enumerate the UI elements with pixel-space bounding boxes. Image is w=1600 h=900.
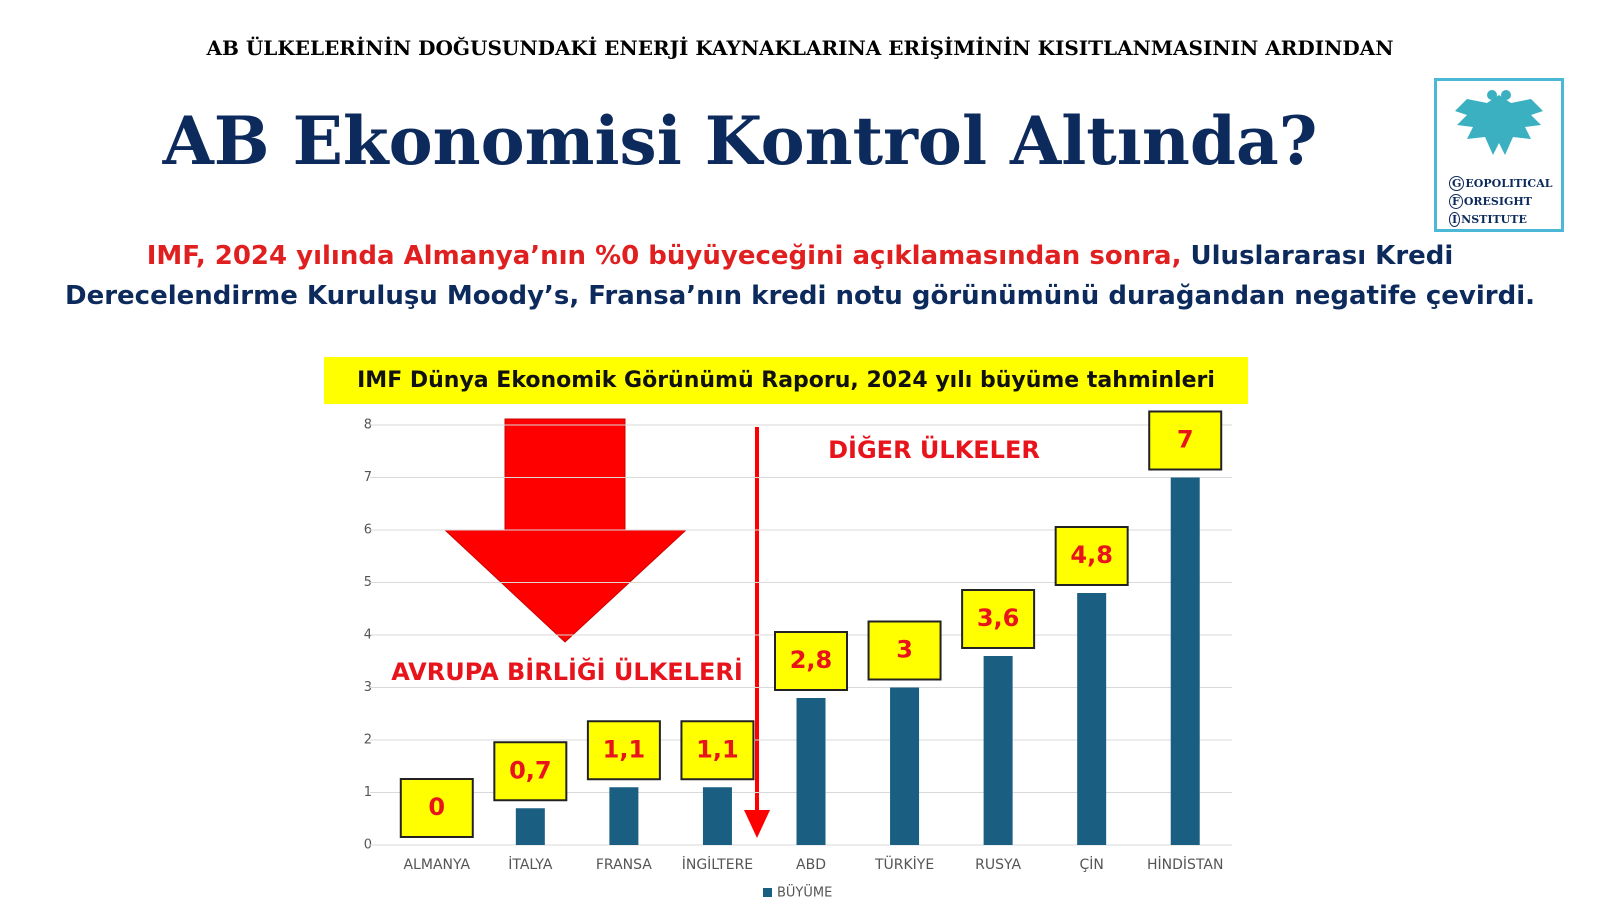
- value-label: 3,6: [977, 604, 1020, 632]
- y-tick-label: 4: [364, 628, 372, 643]
- eagle: [1455, 95, 1543, 155]
- kicker: AB ÜLKELERİNİN DOĞUSUNDAKİ ENERJİ KAYNAK…: [206, 36, 1394, 60]
- value-label: 2,8: [790, 646, 833, 674]
- y-tick-label: 5: [364, 575, 372, 590]
- bar: [983, 656, 1013, 845]
- value-label: 4,8: [1070, 541, 1113, 569]
- y-tick-label: 6: [364, 523, 372, 538]
- y-tick-label: 3: [364, 680, 372, 695]
- y-tick-label: 8: [364, 418, 372, 433]
- value-label: 3: [896, 636, 913, 664]
- logo-line: INSTITUTE: [1452, 213, 1527, 226]
- intro: IMF, 2024 yılında Almanya’nın %0 büyüyec…: [30, 236, 1570, 316]
- value-label: 7: [1177, 426, 1194, 454]
- y-tick-label: 7: [364, 470, 372, 485]
- bar: [1170, 477, 1200, 845]
- x-tick-label: RUSYA: [975, 857, 1021, 873]
- chart-title-box: [324, 357, 1248, 404]
- value-label-box: [493, 741, 568, 802]
- page-title: AB Ekonomisi Kontrol Altında?: [162, 102, 1318, 180]
- chart-title: IMF Dünya Ekonomik Görünümü Raporu, 2024…: [357, 368, 1215, 393]
- x-tick-label: ALMANYA: [403, 857, 470, 873]
- intro-text: Uluslararası Kredi Derecelendirme Kurulu…: [64, 241, 1535, 311]
- bar: [890, 687, 920, 845]
- value-label-box: [399, 778, 474, 838]
- value-label-box: [586, 720, 661, 781]
- y-tick-label: 1: [364, 785, 372, 800]
- bar: [1077, 593, 1107, 845]
- divider-arrow-head: [744, 810, 770, 838]
- logo-emblem: [1455, 90, 1543, 155]
- logo: GEOPOLITICAL FORESIGHT INSTITUTE: [1434, 78, 1564, 232]
- bar: [609, 787, 639, 845]
- value-label-box: [774, 631, 848, 691]
- x-tick-label: HİNDİSTAN: [1147, 855, 1223, 873]
- value-label-box: [867, 620, 942, 681]
- value-label-box: [961, 589, 1036, 649]
- x-tick-label: FRANSA: [596, 857, 652, 873]
- logo-line: FORESIGHT: [1452, 195, 1532, 208]
- y-tick-label: 2: [364, 733, 372, 748]
- annotation: DİĞER ÜLKELER: [828, 434, 1040, 464]
- value-label-box: [680, 720, 755, 781]
- value-label: 0: [428, 793, 445, 821]
- bar: [515, 808, 545, 845]
- bar: [702, 787, 732, 845]
- value-label-box: [1148, 410, 1223, 471]
- value-label: 1,1: [696, 735, 739, 763]
- x-tick-label: İNGİLTERE: [682, 855, 753, 873]
- x-tick-label: ÇİN: [1079, 855, 1103, 873]
- x-tick-label: İTALYA: [508, 855, 553, 873]
- y-tick-label: 0: [364, 838, 372, 853]
- annotation: AVRUPA BİRLİĞİ ÜLKELERİ: [391, 656, 743, 686]
- bar: [796, 698, 826, 845]
- legend-swatch: [763, 888, 772, 897]
- value-label: 0,7: [509, 756, 552, 784]
- x-tick-label: TÜRKİYE: [874, 855, 934, 873]
- intro-highlight: IMF, 2024 yılında Almanya’nın %0 büyüyec…: [146, 241, 1182, 271]
- value-label-box: [1054, 526, 1129, 586]
- logo-line: GEOPOLITICAL: [1452, 177, 1553, 190]
- value-label: 1,1: [603, 735, 646, 763]
- legend-label: BÜYÜME: [777, 884, 832, 900]
- x-tick-label: ABD: [796, 857, 826, 873]
